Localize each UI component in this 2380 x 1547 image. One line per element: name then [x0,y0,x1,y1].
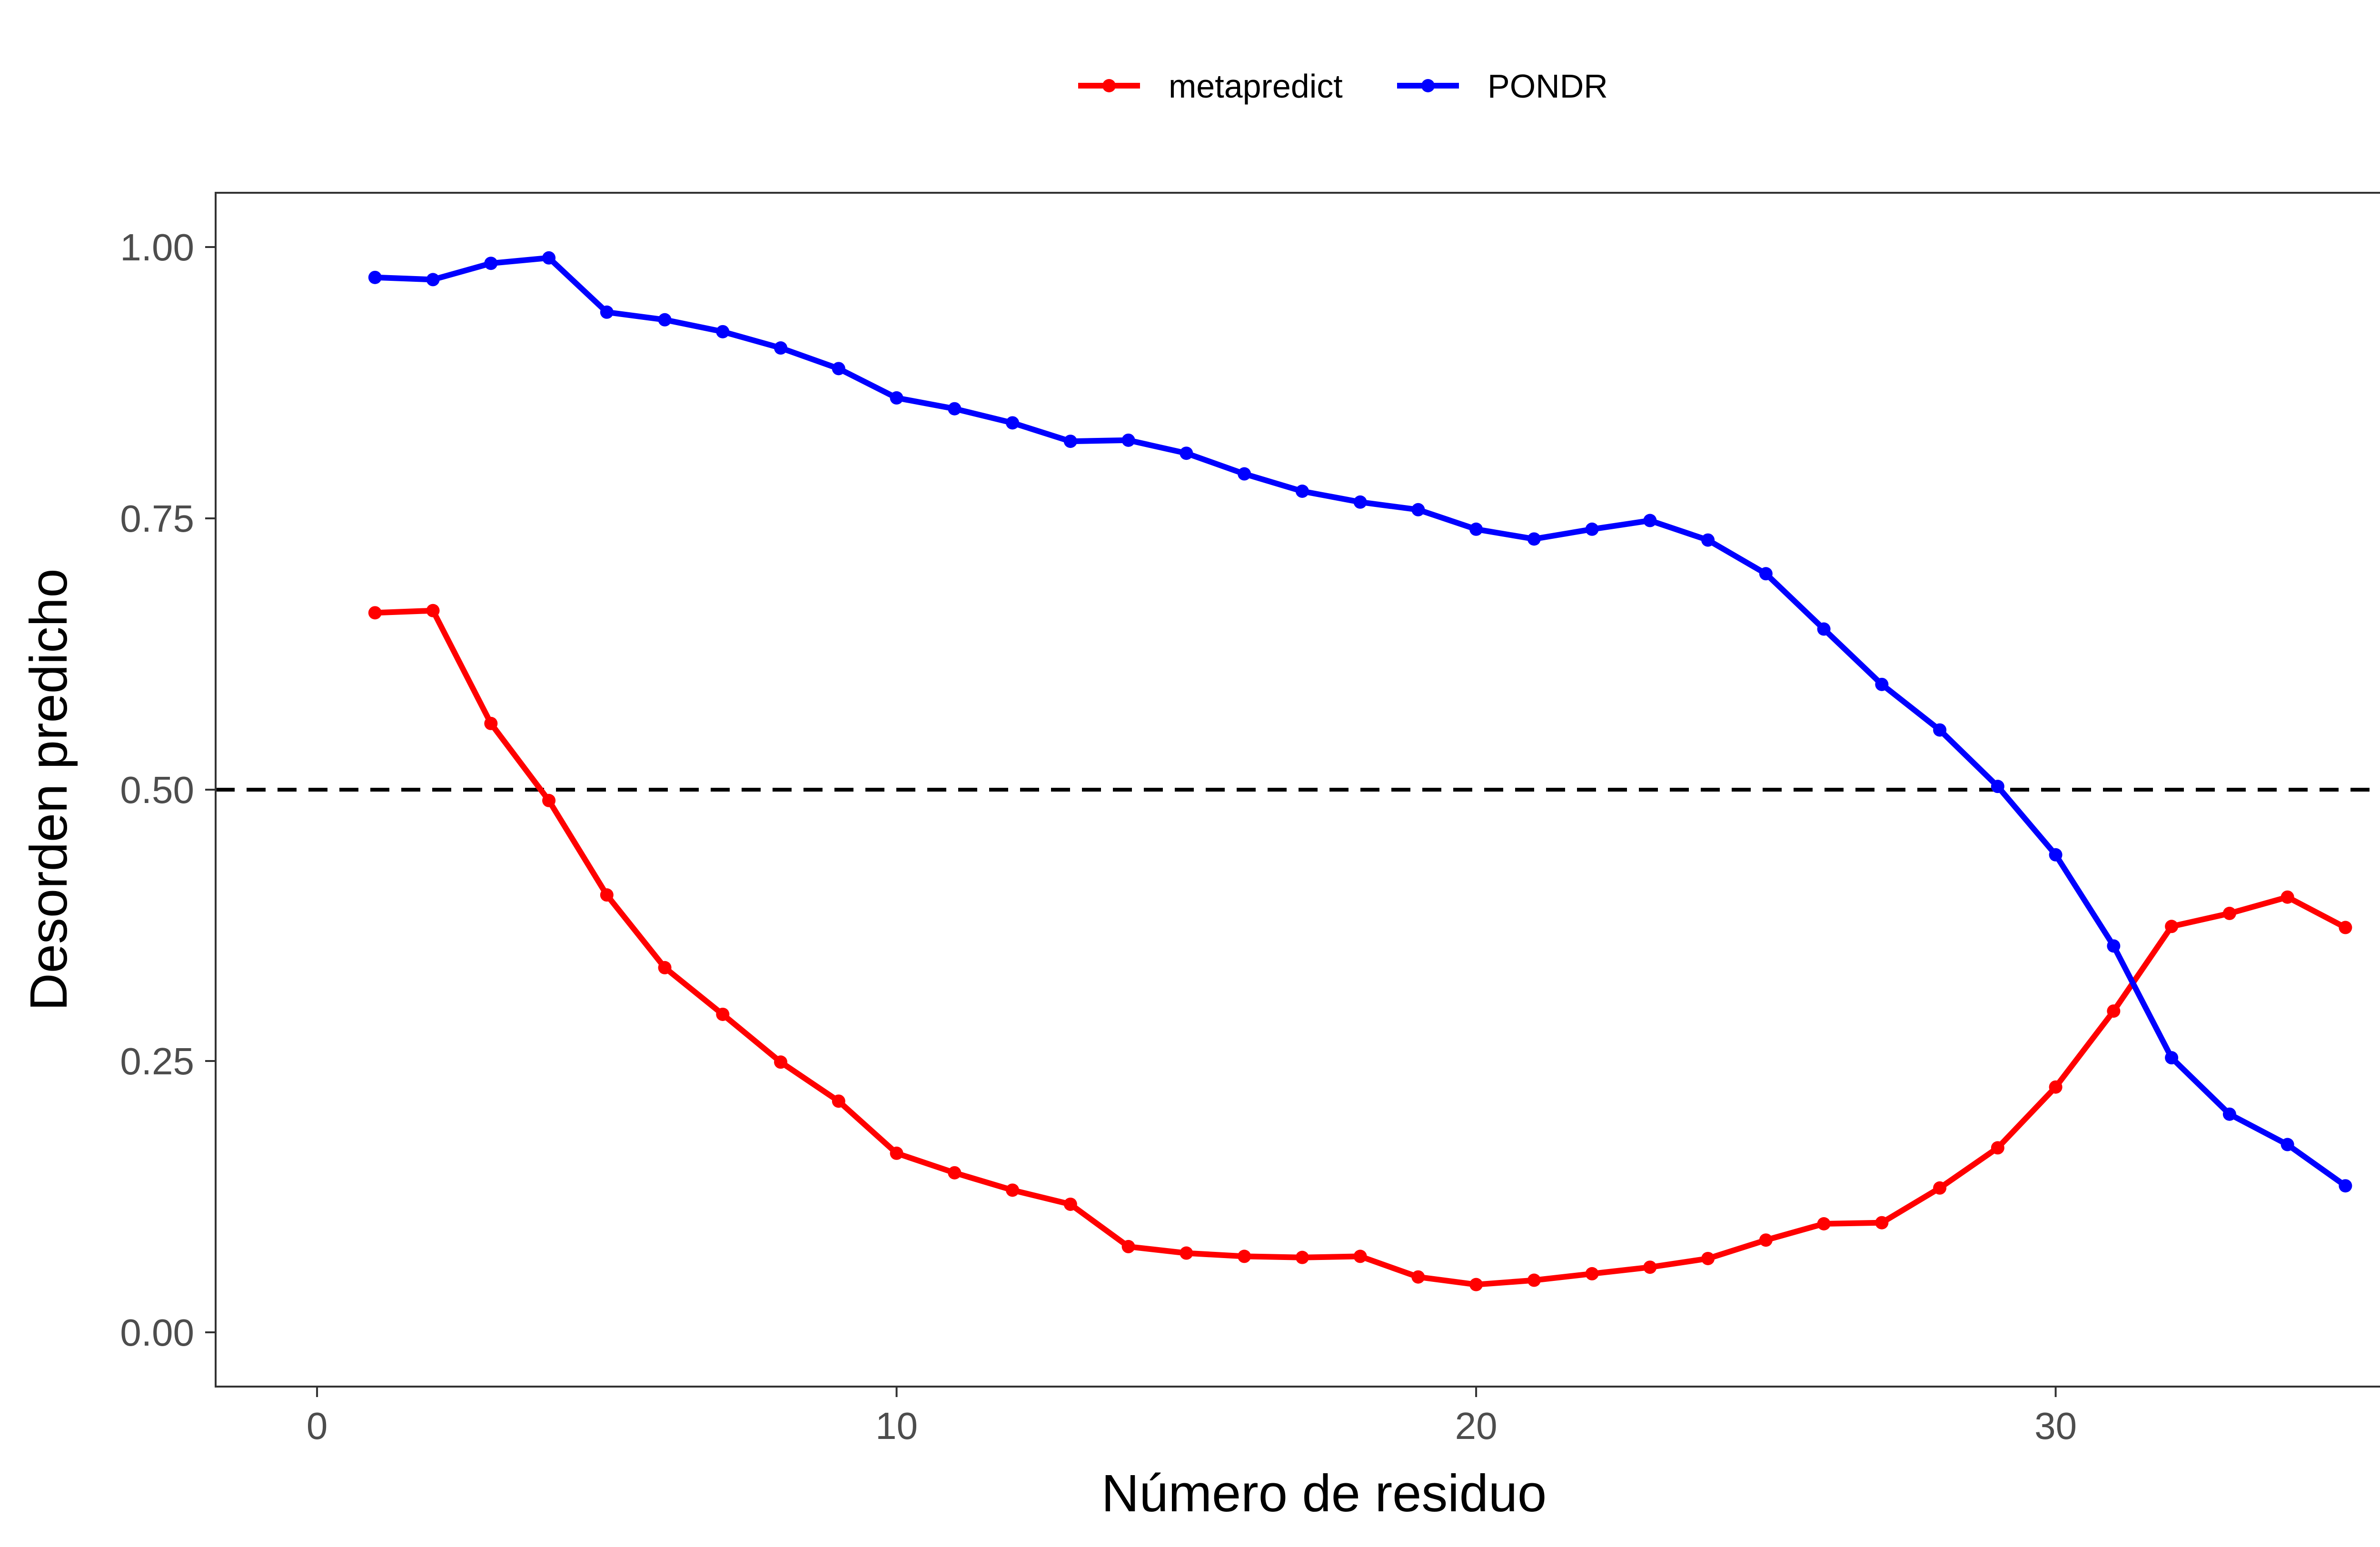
data-point-pondr [1759,567,1773,581]
data-point-metapredict [1527,1273,1541,1287]
data-point-pondr [1643,514,1657,527]
series-layer [368,251,2352,1291]
data-point-pondr [2281,1138,2294,1151]
data-point-metapredict [368,606,382,620]
data-point-metapredict [484,716,498,730]
data-point-metapredict [1933,1181,1947,1195]
data-point-pondr [368,270,382,284]
legend-key-point [1102,79,1116,92]
data-point-pondr [1701,533,1715,547]
data-point-pondr [1063,435,1077,448]
data-point-pondr [1875,677,1889,691]
data-point-metapredict [1585,1267,1599,1280]
data-point-metapredict [1411,1270,1425,1284]
data-point-pondr [2165,1051,2179,1065]
data-point-pondr [600,305,614,319]
data-point-metapredict [1759,1233,1773,1247]
y-axis-title: Desorden predicho [20,568,78,1011]
data-point-metapredict [658,961,672,974]
data-point-pondr [948,402,962,416]
data-point-pondr [2049,848,2063,862]
data-point-metapredict [1295,1250,1309,1264]
y-tick-label: 1.00 [120,226,194,268]
data-point-pondr [1006,416,1020,430]
data-point-pondr [1295,485,1309,498]
data-point-pondr [1238,467,1251,481]
data-point-pondr [1933,723,1947,737]
series-metapredict [368,604,2352,1291]
legend-key-point [1421,79,1435,92]
data-point-metapredict [1063,1197,1077,1211]
data-point-pondr [774,341,788,355]
legend-label: PONDR [1488,68,1608,105]
data-point-metapredict [1238,1250,1251,1263]
data-point-pondr [1353,495,1367,509]
data-point-metapredict [2049,1080,2063,1094]
data-point-pondr [716,325,730,338]
x-axis-title: Número de residuo [1101,1464,1547,1523]
data-point-pondr [2222,1107,2236,1121]
data-point-pondr [1121,433,1135,447]
plot-panel-border [215,192,2380,1388]
y-tick-label: 0.25 [120,1040,194,1082]
x-tick-label: 20 [1455,1405,1497,1447]
series-pondr [368,251,2352,1193]
data-point-pondr [484,257,498,270]
x-tick-label: 30 [2034,1405,2077,1447]
data-point-pondr [1469,522,1483,536]
data-point-pondr [2339,1179,2352,1193]
data-point-metapredict [1006,1183,1020,1197]
data-point-pondr [890,391,903,405]
data-point-metapredict [774,1055,788,1069]
data-point-metapredict [1180,1246,1193,1260]
data-point-pondr [426,273,440,287]
data-point-metapredict [1817,1217,1831,1230]
legend-item-metapredict: metapredict [1078,68,1343,105]
data-point-metapredict [2281,890,2294,904]
y-axis: 0.00 0.25 0.50 0.75 1.00 [120,226,216,1354]
data-point-pondr [1180,446,1193,460]
legend: metapredict PONDR [1078,68,1608,105]
data-point-metapredict [716,1007,730,1021]
data-point-metapredict [2107,1004,2121,1018]
data-point-pondr [1991,780,2004,793]
data-point-pondr [832,362,845,376]
data-point-metapredict [426,604,440,617]
y-tick-label: 0.50 [120,769,194,811]
data-point-pondr [1527,532,1541,546]
y-tick-label: 0.75 [120,497,194,540]
data-point-metapredict [948,1166,962,1180]
legend-label: metapredict [1169,68,1343,105]
data-point-pondr [2107,939,2121,953]
data-point-pondr [542,251,556,265]
data-point-metapredict [1991,1141,2004,1155]
data-point-metapredict [1469,1278,1483,1291]
data-point-pondr [1585,522,1599,536]
data-point-metapredict [890,1146,903,1160]
data-point-metapredict [1353,1250,1367,1263]
data-point-metapredict [1875,1216,1889,1230]
x-axis: 0 10 20 30 [307,1387,2077,1447]
x-tick-label: 0 [307,1405,328,1447]
data-point-metapredict [832,1094,845,1108]
data-point-metapredict [2339,921,2352,934]
data-point-pondr [1817,622,1831,636]
data-point-metapredict [1701,1251,1715,1265]
data-point-metapredict [2222,906,2236,920]
data-point-metapredict [1121,1240,1135,1253]
data-point-metapredict [600,888,614,902]
data-point-metapredict [2165,920,2179,933]
data-point-metapredict [1643,1260,1657,1274]
y-tick-label: 0.00 [120,1311,194,1354]
data-point-pondr [1411,503,1425,516]
data-point-pondr [658,313,672,327]
data-point-metapredict [542,793,556,807]
x-tick-label: 10 [875,1405,918,1447]
legend-item-pondr: PONDR [1397,68,1608,105]
